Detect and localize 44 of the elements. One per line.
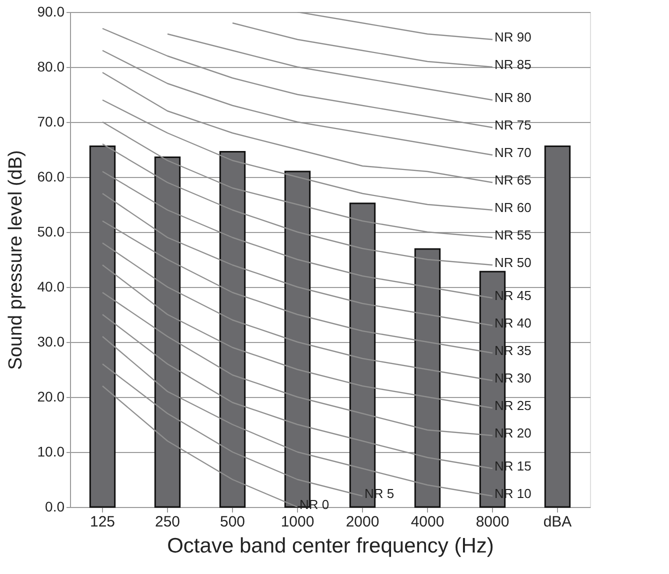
series-label: NR 30	[494, 370, 532, 386]
y-tick-label: 90.0	[37, 4, 65, 20]
series-label: NR 35	[494, 343, 532, 358]
bar	[89, 145, 116, 508]
series-label: NR 65	[494, 172, 532, 188]
bar	[544, 145, 571, 508]
y-tick-label: 20.0	[37, 388, 65, 404]
bar	[219, 150, 246, 508]
series-label: NR 5	[364, 486, 394, 501]
series-label: NR 20	[494, 426, 532, 440]
series-label: NR 55	[494, 228, 532, 242]
x-tick-label: dBA	[543, 514, 572, 530]
bar	[154, 156, 181, 508]
series-label: NR 85	[494, 57, 532, 72]
series-label: NR 40	[494, 316, 532, 330]
x-tick-label: 4000	[410, 514, 444, 530]
series-label: NR 75	[494, 118, 532, 132]
y-tick-label: 50.0	[37, 224, 65, 240]
y-tick-label: 10.0	[37, 444, 65, 460]
y-tick-label: 0.0	[45, 498, 65, 514]
series-label: NR 50	[494, 255, 532, 270]
x-tick-label: 250	[154, 514, 180, 530]
x-axis-title: Octave band center frequency (Hz)	[167, 534, 494, 558]
series-label: NR 45	[494, 288, 532, 303]
bar	[414, 248, 441, 508]
series-label: NR 80	[494, 90, 532, 105]
x-tick-label: 125	[90, 514, 116, 530]
series-label: NR 25	[494, 398, 532, 413]
series-label: NR 60	[494, 200, 532, 215]
series-label: NR 90	[494, 30, 532, 44]
y-tick-label: 60.0	[37, 168, 65, 184]
x-tick-label: 2000	[346, 514, 380, 530]
x-tick-label: 8000	[476, 514, 510, 530]
y-tick-label: 30.0	[37, 334, 65, 350]
x-tick-label: 500	[220, 514, 246, 530]
y-tick-label: 40.0	[37, 278, 65, 294]
y-tick-label: 70.0	[37, 114, 65, 130]
series-label: NR 10	[494, 486, 532, 501]
series-label: NR 0	[300, 497, 330, 512]
y-tick-label: 80.0	[37, 58, 65, 74]
series-label: NR 70	[494, 145, 532, 160]
x-tick-label: 1000	[280, 514, 314, 530]
y-axis-title: Sound pressure level (dB)	[5, 150, 26, 370]
series-label: NR 15	[494, 458, 532, 474]
